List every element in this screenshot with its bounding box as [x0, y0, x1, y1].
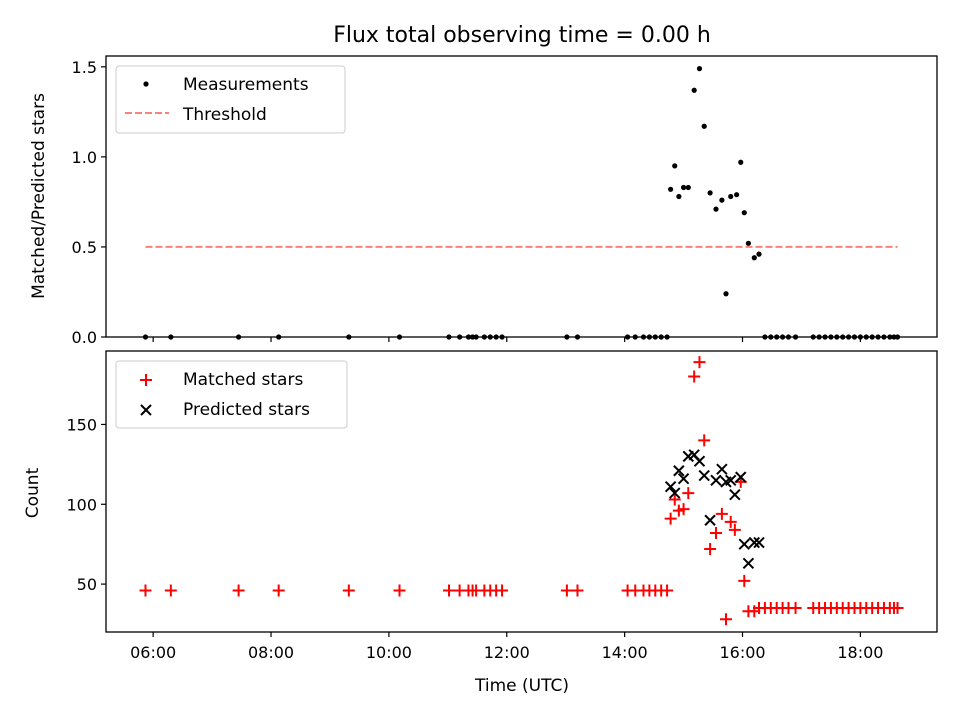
matched-star-point	[693, 356, 706, 369]
measurement-point	[676, 193, 682, 200]
legend-predicted-marker	[140, 404, 152, 416]
matched-star-point	[728, 523, 741, 536]
matched-star-point	[164, 584, 177, 597]
matched-star-point	[139, 584, 152, 597]
x-tick-label: 10:00	[366, 643, 412, 662]
predicted-star-point	[664, 481, 677, 493]
measurement-point	[713, 206, 719, 212]
top-ticks: 0.0 0.5 1.0 1.5	[72, 58, 861, 347]
matched-star-point	[704, 542, 717, 555]
predicted-star-point	[704, 514, 716, 526]
matched-star-point	[698, 434, 711, 447]
matched-star-point	[232, 584, 245, 597]
top-legend: Measurements Threshold	[115, 65, 346, 134]
predicted-star-point	[693, 455, 706, 467]
measurement-point	[734, 192, 740, 198]
predicted-star-point	[742, 557, 755, 570]
bottom-y-tick-label: 50	[77, 575, 97, 594]
matched-star-point	[891, 602, 904, 615]
matched-star-point	[682, 487, 695, 500]
figure-title: Flux total observing time = 0.00 h	[333, 23, 711, 48]
top-y-tick-label: 1.5	[72, 58, 97, 77]
matched-star-point	[677, 503, 690, 516]
bottom-legend-box	[115, 360, 348, 429]
measurement-point	[719, 197, 725, 203]
matched-star-point	[715, 507, 728, 520]
x-tick-label: 08:00	[248, 643, 294, 662]
matched-star-point	[738, 574, 751, 587]
top-axes-frame	[105, 55, 938, 338]
predicted-star-point	[677, 473, 690, 485]
predicted-star-point	[735, 471, 747, 483]
legend-matched-label: Matched stars	[183, 370, 303, 390]
bottom-axes-frame	[105, 350, 938, 633]
top-legend-box	[115, 65, 346, 134]
matched-star-point	[688, 370, 701, 383]
measurement-point	[751, 255, 757, 261]
matched-star-point	[571, 584, 584, 597]
matched-star-point	[393, 584, 406, 597]
matched-star-point	[342, 584, 355, 597]
matched-star-point	[272, 584, 285, 597]
predicted-star-point	[698, 469, 710, 482]
x-tick-label: 14:00	[602, 643, 648, 662]
top-y-tick-label: 0.5	[72, 238, 97, 257]
predicted-star-point	[725, 474, 737, 487]
bottom-y-tick-label: 100	[66, 495, 97, 514]
legend-matched-marker	[140, 374, 152, 386]
top-y-tick-label: 0.0	[72, 328, 97, 347]
matched-star-point	[668, 493, 681, 506]
predicted-star-point	[748, 536, 761, 549]
measurement-point	[672, 163, 678, 169]
x-tick-label: 06:00	[130, 643, 176, 662]
measurement-point	[696, 66, 703, 72]
measurement-point	[707, 190, 713, 196]
measurement-point	[723, 291, 729, 297]
measurement-point	[756, 251, 762, 257]
legend-measurements-marker	[143, 81, 149, 87]
bottom-y-axis-label: Count	[23, 467, 43, 518]
matched-star-point	[664, 512, 677, 525]
measurement-point	[691, 87, 697, 93]
matched-star-point	[709, 527, 722, 540]
matched-star-point	[789, 602, 802, 615]
bottom-ticks: 06:00 08:00 10:00 12:00 14:00 16:00 18:00 50 100…	[66, 415, 883, 662]
top-panel: 0.0 0.5 1.0 1.5 Matched/Predicted stars Mea…	[29, 55, 938, 347]
measurement-point	[745, 240, 752, 246]
predicted-star-point	[710, 474, 722, 487]
bottom-y-tick-label: 150	[66, 415, 97, 434]
matched-star-point	[443, 584, 456, 597]
measurement-point	[680, 184, 687, 191]
bottom-legend: Matched stars Predicted stars	[115, 360, 348, 429]
predicted-star-point	[716, 463, 728, 475]
legend-measurements-label: Measurements	[183, 75, 309, 95]
matched-star-point	[661, 584, 674, 597]
predicted-star-point	[753, 536, 765, 549]
measurement-point	[728, 193, 734, 200]
measurement-point	[685, 184, 691, 191]
measurement-point	[741, 210, 747, 216]
x-tick-label: 12:00	[484, 643, 530, 662]
x-tick-label: 18:00	[837, 643, 883, 662]
predicted-star-point	[669, 487, 681, 499]
bottom-plot-marks	[139, 356, 904, 626]
matched-star-point	[720, 613, 733, 626]
matched-star-point	[560, 584, 573, 597]
measurement-point	[701, 123, 707, 129]
predicted-star-point	[729, 488, 741, 501]
top-y-axis-label: Matched/Predicted stars	[29, 93, 49, 299]
measurement-point	[738, 159, 744, 165]
x-tick-label: 16:00	[719, 643, 765, 662]
matched-star-point	[496, 584, 509, 597]
predicted-star-point	[673, 465, 685, 477]
bottom-panel: 06:00 08:00 10:00 12:00 14:00 16:00 18:00 50 100…	[23, 350, 938, 696]
predicted-star-point	[738, 538, 750, 550]
legend-predicted-label: Predicted stars	[183, 400, 310, 420]
matched-star-point	[724, 515, 737, 528]
x-axis-label: Time (UTC)	[474, 676, 569, 696]
measurement-point	[668, 186, 674, 192]
legend-threshold-label: Threshold	[182, 105, 267, 125]
top-y-tick-label: 1.0	[72, 148, 97, 167]
